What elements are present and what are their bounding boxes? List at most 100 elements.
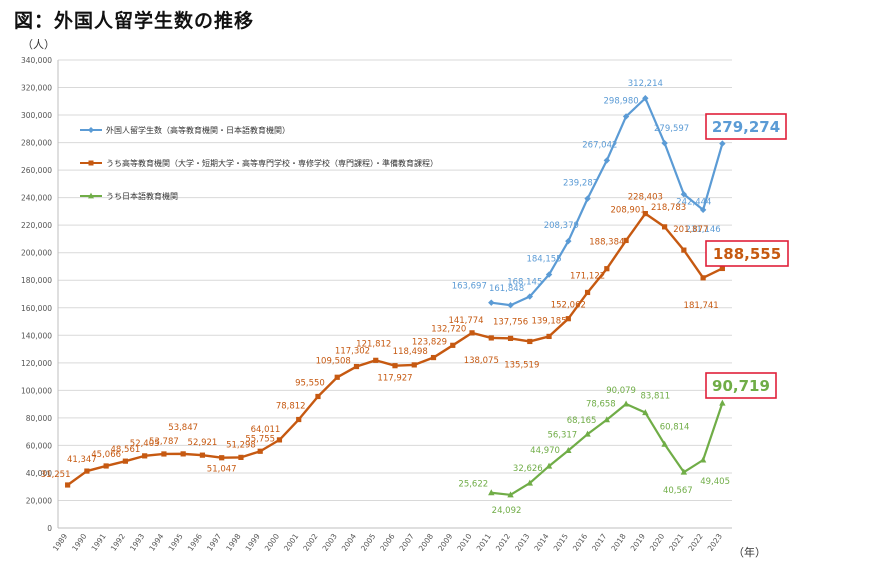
series-2-segment <box>201 453 223 459</box>
series-3-data-label: 44,970 <box>530 446 560 456</box>
series-2-marker <box>488 335 494 341</box>
series-2-data-label: 123,829 <box>412 338 447 348</box>
series-1-data-label: 231,146 <box>686 225 721 235</box>
x-tick-label: 2008 <box>417 532 435 553</box>
legend-marker <box>88 160 94 166</box>
series-1-segment <box>509 295 531 307</box>
series-2-marker <box>122 458 128 464</box>
y-tick-label: 240,000 <box>21 194 52 203</box>
series-3-segment <box>528 465 551 485</box>
series-1-marker <box>699 206 707 214</box>
series-2-data-label: 55,755 <box>245 434 275 444</box>
series-1-segment <box>682 193 705 211</box>
x-tick-label: 1995 <box>166 532 184 553</box>
series-2-data-label: 181,741 <box>684 301 719 311</box>
y-tick-label: 300,000 <box>21 111 52 120</box>
series-2-segment <box>85 464 108 473</box>
series-1-data-label: 163,697 <box>452 282 487 292</box>
y-tick-label: 260,000 <box>21 166 52 175</box>
series-2-marker <box>623 237 629 244</box>
series-2-marker <box>238 454 244 460</box>
series-3-segment <box>490 491 512 496</box>
series-2-data-label: 137,756 <box>493 317 528 327</box>
series-2-segment <box>124 454 146 463</box>
series-1-marker <box>661 139 668 147</box>
x-tick-label: 1996 <box>186 532 204 553</box>
series-1-data-label: 239,287 <box>563 179 598 189</box>
series-2-marker <box>681 247 687 253</box>
x-tick-label: 2009 <box>436 532 454 553</box>
latest-value-box <box>705 240 789 267</box>
series-2-data-label: 135,519 <box>504 360 539 370</box>
series-1-marker <box>507 302 514 309</box>
series-2-marker <box>546 333 552 340</box>
latest-value-box <box>705 372 777 399</box>
x-tick-label: 2010 <box>455 532 473 553</box>
x-tick-label: 2017 <box>590 532 608 553</box>
series-3-segment <box>547 449 570 468</box>
series-2-marker <box>180 451 186 457</box>
series-3-segment <box>644 411 666 446</box>
y-tick-label: 0 <box>47 524 52 533</box>
y-tick-label: 140,000 <box>21 331 52 340</box>
series-1-segment <box>490 301 512 307</box>
series-3-data-label: 49,405 <box>700 477 730 487</box>
series-2-segment <box>393 363 416 367</box>
y-tick-label: 160,000 <box>21 304 52 313</box>
series-2-data-label: 208,901 <box>611 205 646 215</box>
series-1-marker <box>622 113 630 120</box>
series-3-data-label: 78,658 <box>586 400 616 410</box>
y-tick-label: 60,000 <box>26 441 52 450</box>
series-2-data-label: 109,508 <box>316 356 351 366</box>
series-2-marker <box>373 357 379 363</box>
series-1-marker <box>488 299 495 306</box>
series-2-data-label: 41,347 <box>67 455 97 465</box>
series-2-segment <box>143 452 166 458</box>
series-2-segment <box>624 212 647 242</box>
series-1-data-label: 208,379 <box>544 221 579 231</box>
series-2-marker <box>65 482 71 488</box>
series-2-data-label: 118,498 <box>393 347 428 357</box>
y-tick-label: 200,000 <box>21 249 52 258</box>
series-2-data-label: 53,847 <box>168 423 198 433</box>
series-2-data-label: 64,011 <box>251 425 281 435</box>
x-tick-label: 2018 <box>609 532 627 553</box>
series-1-segment <box>663 142 685 196</box>
series-3-marker <box>719 399 726 406</box>
series-1-data-label: 267,042 <box>582 140 617 150</box>
y-axis-unit: （人） <box>22 38 55 51</box>
series-2-marker <box>565 316 571 322</box>
series-2-marker <box>103 463 109 469</box>
series-1-data-label: 168,145 <box>507 278 542 288</box>
series-lines <box>65 95 726 498</box>
series-2-marker <box>662 224 668 230</box>
x-tick-label: 1992 <box>109 532 127 553</box>
series-1-data-label: 298,980 <box>604 96 639 106</box>
series-1-data-label: 312,214 <box>628 79 663 89</box>
x-tick-label: 2003 <box>321 532 339 553</box>
series-2-data-label: 139,185 <box>531 316 566 326</box>
series-1-data-label: 242,444 <box>676 197 711 207</box>
x-tick-label: 2016 <box>571 532 589 553</box>
series-2-marker <box>315 393 321 400</box>
series-2-segment <box>259 438 281 453</box>
series-2-segment <box>567 291 589 320</box>
series-2-segment <box>336 365 358 379</box>
series-1-segment <box>567 197 589 243</box>
x-tick-label: 2007 <box>398 532 416 553</box>
y-tick-label: 80,000 <box>26 414 52 423</box>
legend: 外国人留学生数（高等教育機関・日本語教育機関） うち高等教育機関（大学・短期大学・… <box>80 125 438 201</box>
y-tick-label: 180,000 <box>21 276 52 285</box>
series-3-data-label: 24,092 <box>492 506 522 516</box>
x-tick-label: 2013 <box>513 532 531 553</box>
series-2-data-label: 218,783 <box>651 203 686 213</box>
series-2-segment <box>547 317 570 338</box>
chart-title: 図：外国人留学生数の推移 <box>14 10 255 32</box>
series-2-marker <box>642 211 648 217</box>
latest-value-label: 188,555 <box>713 245 781 263</box>
x-tick-label: 1997 <box>205 532 223 553</box>
series-3-marker <box>680 468 688 475</box>
series-2-segment <box>682 248 705 280</box>
